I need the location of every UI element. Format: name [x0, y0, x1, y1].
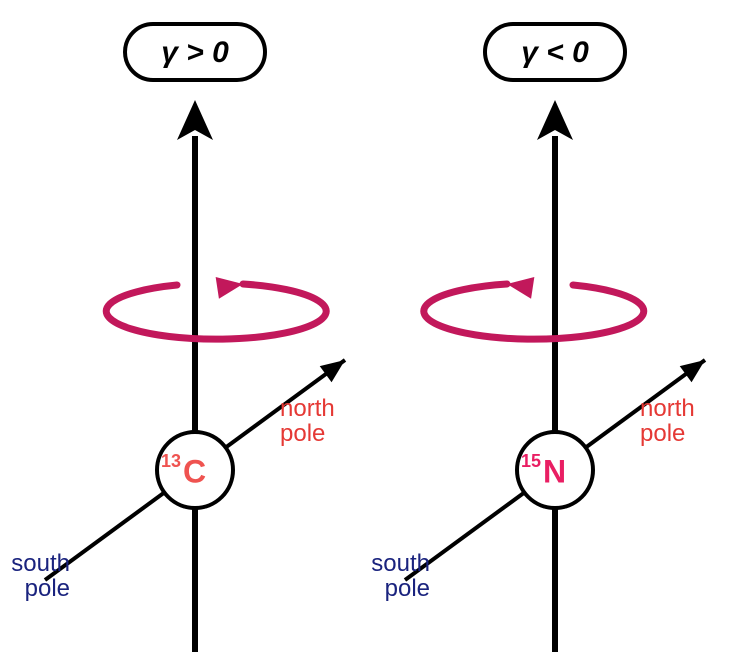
gamma-label: γ < 0 — [521, 36, 589, 69]
spin-direction-arrowhead — [216, 277, 243, 299]
south-pole-label: southpole — [11, 550, 70, 602]
spin-axis-arrowhead — [537, 100, 573, 140]
magnetic-axis-arrowhead — [680, 360, 705, 382]
svg-text:15: 15 — [521, 451, 541, 471]
svg-text:13: 13 — [161, 451, 181, 471]
svg-text:C: C — [183, 453, 206, 489]
north-pole-label: northpole — [640, 395, 695, 447]
spin-direction-arc — [106, 284, 326, 339]
gamma-label: γ > 0 — [161, 36, 229, 69]
spin-axis-arrowhead — [177, 100, 213, 140]
svg-text:N: N — [543, 453, 566, 489]
north-pole-label: northpole — [280, 395, 335, 447]
spin-direction-arrowhead — [507, 277, 534, 299]
spin-direction-arc — [424, 284, 644, 339]
south-pole-label: southpole — [371, 550, 430, 602]
magnetic-axis-arrowhead — [320, 360, 345, 382]
